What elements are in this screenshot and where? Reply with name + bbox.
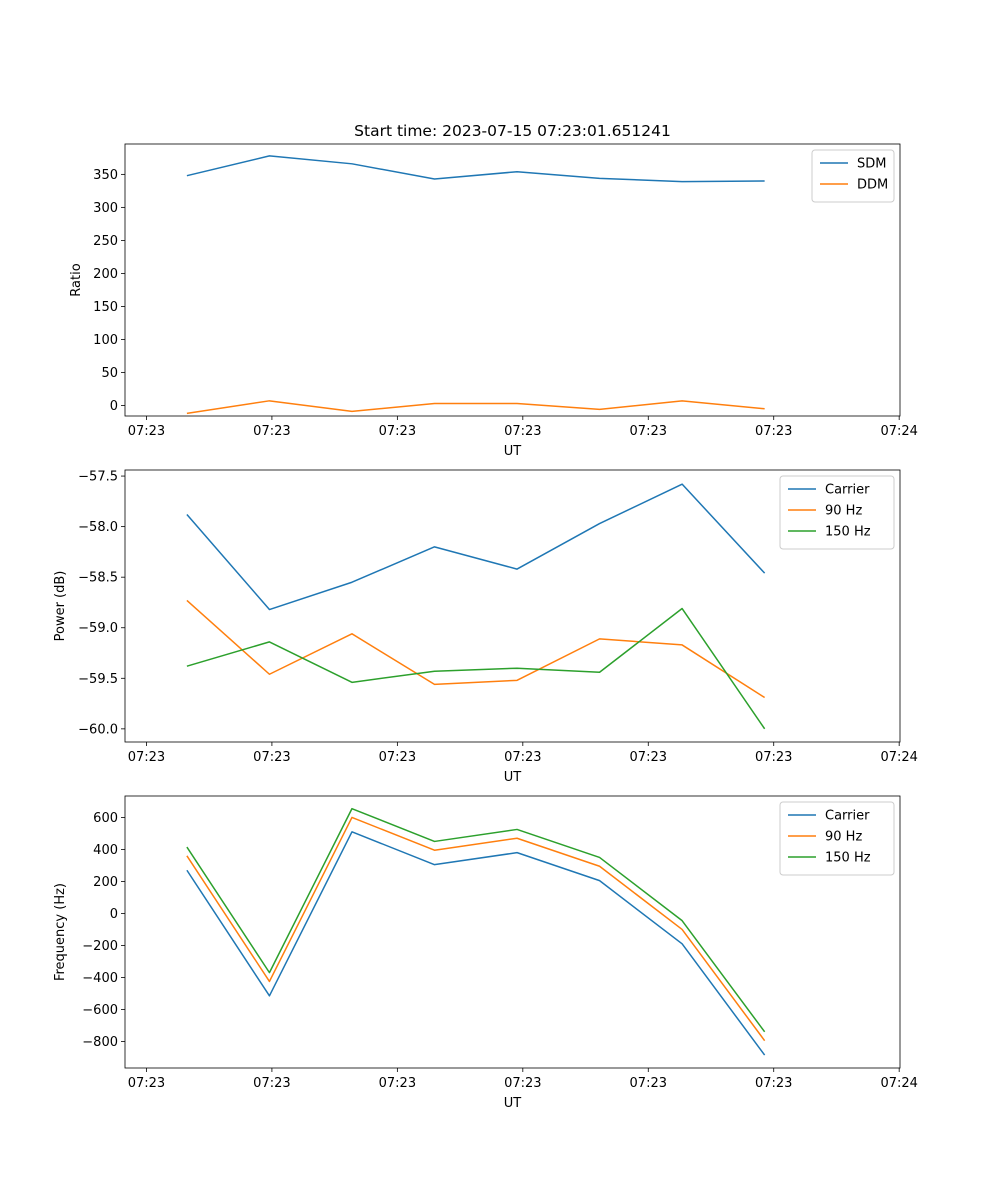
chart-panel-3: 07:23 07:23 07:23 07:23 07:23 07:23 07:24 −800 −…: [53, 795, 918, 1111]
legend-label: SDM: [857, 157, 886, 172]
chart-panel-1: 07:23 07:23 07:23 07:23 07:23 07:23 07:24 0 50 10…: [69, 143, 918, 459]
chart-panel-2: 07:23 07:23 07:23 07:23 07:23 07:23 07:24 −60.0…: [53, 470, 918, 785]
x-tick-label: 07:23: [128, 1076, 165, 1091]
y-axis-label: Ratio: [69, 263, 84, 296]
y-tick-label: −57.5: [78, 470, 118, 485]
y-tick-label: 50: [101, 366, 118, 381]
legend: Carrier 90 Hz 150 Hz: [779, 801, 895, 876]
x-tick-label: 07:23: [630, 424, 667, 439]
legend: Carrier 90 Hz 150 Hz: [779, 475, 895, 550]
y-tick-label: −60.0: [78, 722, 118, 737]
legend-label: 90 Hz: [825, 830, 862, 845]
x-tick-label: 07:23: [128, 424, 165, 439]
y-tick-label: 0: [110, 399, 118, 414]
x-tick-label: 07:23: [379, 424, 416, 439]
x-tick-label: 07:23: [253, 1076, 290, 1091]
y-tick-label: −59.0: [78, 621, 118, 636]
y-tick-label: 150: [93, 300, 118, 315]
y-tick-label: −58.0: [78, 520, 118, 535]
x-tick-label: 07:23: [504, 750, 541, 765]
x-tick-label: 07:23: [253, 424, 290, 439]
series-line-ddm: [186, 400, 765, 415]
y-axis-label: Power (dB): [53, 571, 68, 642]
y-tick-label: −600: [82, 1003, 118, 1018]
plot-frame: [124, 469, 901, 743]
x-tick-label: 07:23: [755, 750, 792, 765]
y-tick-label: −59.5: [78, 672, 118, 687]
plot-frame: [124, 143, 901, 417]
chart-panels: 07:23 07:23 07:23 07:23 07:23 07:23 07:24 0 50 10…: [53, 143, 918, 1111]
legend-label: 150 Hz: [825, 851, 871, 866]
series-line-90-hz: [186, 816, 766, 1042]
y-tick-label: 200: [93, 267, 118, 282]
figure-title: Start time: 2023-07-15 07:23:01.651241: [354, 122, 671, 140]
x-tick-label: 07:23: [630, 1076, 667, 1091]
x-tick-label: 07:23: [253, 750, 290, 765]
legend-label: 90 Hz: [825, 504, 862, 519]
x-tick-label: 07:23: [504, 1076, 541, 1091]
y-tick-label: −400: [82, 971, 118, 986]
y-tick-label: 600: [93, 811, 118, 826]
plot-frame: [124, 795, 901, 1069]
x-tick-label: 07:24: [880, 1076, 917, 1091]
y-tick-label: 100: [93, 333, 118, 348]
x-tick-label: 07:23: [755, 1076, 792, 1091]
x-tick-label: 07:24: [880, 424, 917, 439]
x-axis-label: UT: [504, 770, 522, 785]
legend-label: DDM: [857, 178, 888, 193]
x-tick-label: 07:23: [630, 750, 667, 765]
y-tick-label: −800: [82, 1035, 118, 1050]
series-line-carrier: [186, 483, 766, 611]
y-tick-label: 250: [93, 234, 118, 249]
legend-label: Carrier: [825, 809, 870, 824]
series-line-90-hz: [186, 599, 766, 699]
y-tick-label: −200: [82, 939, 118, 954]
x-axis-label: UT: [504, 1096, 522, 1111]
legend-label: 150 Hz: [825, 525, 871, 540]
y-tick-label: 0: [110, 907, 118, 922]
y-tick-label: −58.5: [78, 571, 118, 586]
x-tick-label: 07:23: [379, 1076, 416, 1091]
y-tick-label: 350: [93, 168, 118, 183]
series-line-150-hz: [186, 607, 766, 730]
y-axis-label: Frequency (Hz): [53, 883, 68, 981]
legend: SDM DDM: [811, 149, 895, 203]
x-tick-label: 07:23: [379, 750, 416, 765]
y-tick-label: 200: [93, 875, 118, 890]
x-tick-label: 07:23: [504, 424, 541, 439]
legend-label: Carrier: [825, 483, 870, 498]
y-tick-label: 400: [93, 843, 118, 858]
y-tick-label: 300: [93, 201, 118, 216]
series-line-sdm: [186, 155, 765, 183]
x-tick-label: 07:24: [880, 750, 917, 765]
x-tick-label: 07:23: [128, 750, 165, 765]
series-line-150-hz: [186, 807, 766, 1033]
x-tick-label: 07:23: [755, 424, 792, 439]
series-line-carrier: [186, 831, 766, 1056]
x-axis-label: UT: [504, 444, 522, 459]
